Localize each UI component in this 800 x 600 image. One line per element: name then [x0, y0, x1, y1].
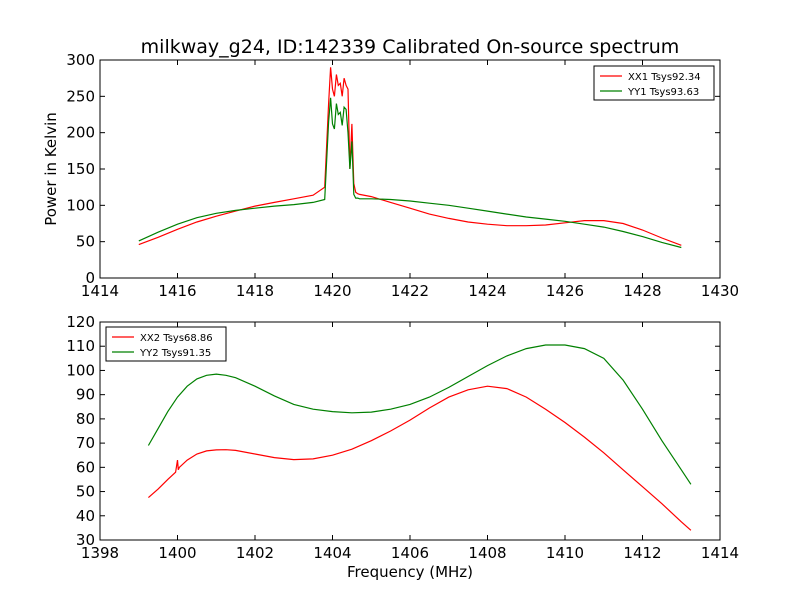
- top-x-tick-label: 1422: [391, 282, 429, 300]
- top-x-tick-label: 1426: [546, 282, 584, 300]
- bottom-y-tick-label: 100: [66, 361, 95, 379]
- bottom-legend-label-xx2: XX2 Tsys68.86: [140, 333, 213, 344]
- top-y-tick-label: 250: [66, 87, 95, 105]
- bottom-x-tick-label: 1404: [313, 544, 351, 562]
- top-legend-label-yy1: YY1 Tsys93.63: [627, 87, 699, 98]
- top-y-tick-label: 100: [66, 196, 95, 214]
- bottom-y-tick-label: 40: [76, 507, 95, 525]
- bottom-x-tick-label: 1414: [701, 544, 739, 562]
- bottom-legend: XX2 Tsys68.86 YY2 Tsys91.35: [105, 326, 227, 362]
- top-legend: XX1 Tsys92.34 YY1 Tsys93.63: [593, 65, 715, 101]
- top-y-tick-label: 300: [66, 51, 95, 69]
- top-x-tick-label: 1430: [701, 282, 739, 300]
- top-y-tick-label: 50: [76, 233, 95, 251]
- bottom-x-tick-label: 1412: [623, 544, 661, 562]
- bottom-x-tick-label: 1398: [81, 544, 119, 562]
- top-x-tick-label: 1428: [623, 282, 661, 300]
- bottom-series-line-0: [148, 385, 692, 531]
- top-y-tick-label: 150: [66, 160, 95, 178]
- bottom-x-tick-label: 1408: [468, 544, 506, 562]
- top-series-lines: [138, 67, 682, 249]
- bottom-y-tick-label: 90: [76, 386, 95, 404]
- top-x-tick-label: 1420: [313, 282, 351, 300]
- bottom-y-tick-label: 70: [76, 434, 95, 452]
- bottom-y-tick-label: 110: [66, 337, 95, 355]
- bottom-y-ticks: 30 40 50 60 70 80 90 100 110 120: [66, 313, 720, 549]
- bottom-y-tick-label: 50: [76, 483, 95, 501]
- top-x-tick-label: 1414: [81, 282, 119, 300]
- top-x-tick-label: 1418: [236, 282, 274, 300]
- bottom-legend-box: [105, 326, 227, 362]
- top-x-tick-label: 1424: [468, 282, 506, 300]
- bottom-series-lines: [147, 344, 692, 531]
- chart-title: milkway_g24, ID:142339 Calibrated On-sou…: [141, 36, 680, 58]
- top-y-axis-label: Power in Kelvin: [42, 112, 60, 226]
- top-panel: 1414 1416 1418 1420 1422 1424 1426 1428 1430 0 50…: [42, 51, 739, 300]
- top-legend-label-xx1: XX1 Tsys92.34: [628, 72, 701, 83]
- bottom-x-ticks: 1398 1400 1402 1404 1406 1408 1410 1412 1414: [81, 322, 739, 562]
- bottom-x-tick-label: 1402: [236, 544, 274, 562]
- top-y-tick-label: 200: [66, 124, 95, 142]
- bottom-x-axis-label: Frequency (MHz): [347, 563, 473, 581]
- bottom-x-tick-label: 1406: [391, 544, 429, 562]
- bottom-x-tick-label: 1410: [546, 544, 584, 562]
- bottom-x-tick-label: 1400: [158, 544, 196, 562]
- bottom-y-tick-label: 30: [76, 531, 95, 549]
- top-y-tick-label: 0: [85, 269, 95, 287]
- bottom-legend-label-yy2: YY2 Tsys91.35: [139, 348, 211, 359]
- top-legend-box: [593, 65, 715, 101]
- top-y-ticks: 0 50 100 150 200 250 300: [66, 51, 720, 287]
- bottom-y-tick-label: 120: [66, 313, 95, 331]
- top-x-tick-label: 1416: [158, 282, 196, 300]
- top-series-line-1: [138, 97, 682, 249]
- bottom-panel: 1398 1400 1402 1404 1406 1408 1410 1412 1414 30 4…: [66, 313, 739, 581]
- bottom-series-line-1: [147, 344, 692, 485]
- top-x-ticks: 1414 1416 1418 1420 1422 1424 1426 1428 1430: [81, 60, 739, 300]
- bottom-y-tick-label: 80: [76, 410, 95, 428]
- bottom-y-tick-label: 60: [76, 458, 95, 476]
